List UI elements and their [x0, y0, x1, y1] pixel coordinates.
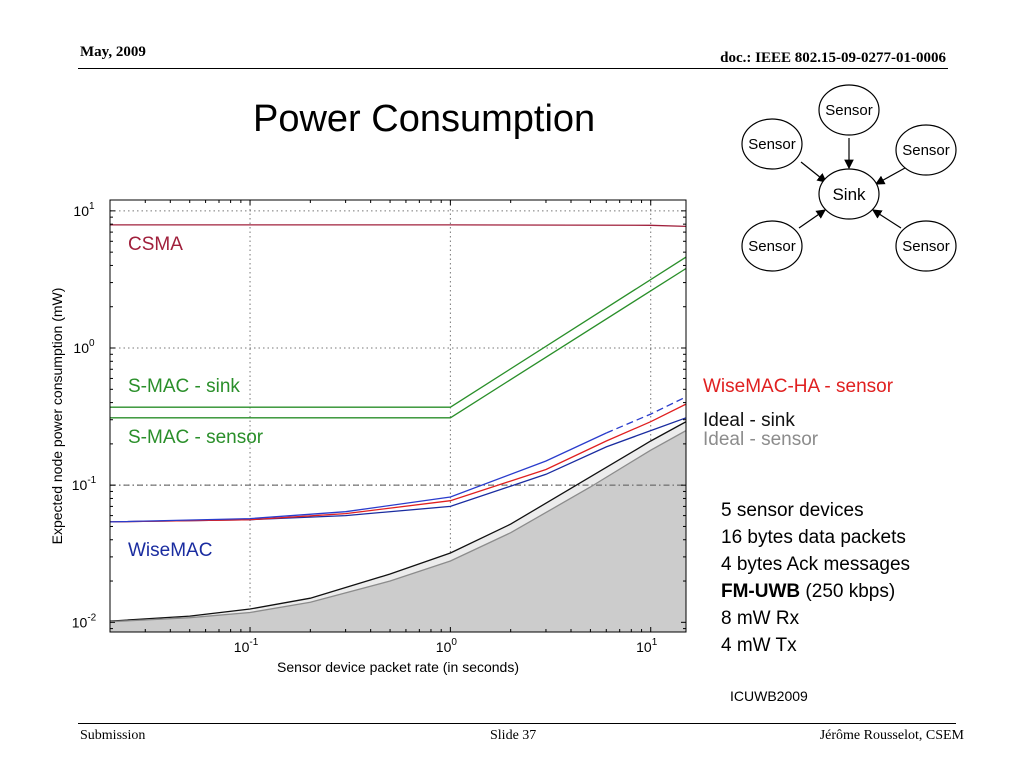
- x-tick-label: 101: [636, 637, 658, 655]
- y-tick-label: 10-2: [72, 612, 97, 630]
- x-tick-exponent: -1: [249, 637, 258, 648]
- series-group: [110, 224, 686, 632]
- x-tick-label: 10-1: [234, 637, 259, 655]
- simulation-parameters: 5 sensor devices 16 bytes data packets 4…: [721, 497, 910, 659]
- param-ack: 4 bytes Ack messages: [721, 554, 911, 575]
- series-line-s-mac-sink: [110, 256, 686, 408]
- param-devices: 5 sensor devices: [721, 500, 864, 521]
- x-axis-label: Sensor device packet rate (in seconds): [277, 659, 519, 675]
- param-rx: 8 mW Rx: [721, 608, 800, 629]
- header-rule: [78, 68, 948, 69]
- header-date: May, 2009: [80, 44, 146, 60]
- footer-author: Jérôme Rousselot, CSEM: [819, 728, 964, 743]
- sensor-node-label: Sensor: [902, 142, 950, 159]
- y-tick-label: 10-1: [72, 475, 97, 493]
- param-radio: FM-UWB (250 kbps): [721, 578, 910, 605]
- series-line-s-mac-sensor: [110, 267, 686, 419]
- param-radio-name: FM-UWB: [721, 581, 801, 602]
- footer-slide-number: Slide 37: [490, 728, 537, 743]
- wisemac-label: WiseMAC: [128, 540, 213, 561]
- y-tick-label: 101: [73, 201, 95, 219]
- ideal-sensor-area: [110, 430, 686, 632]
- y-axis-label: Expected node power consumption (mW): [49, 288, 65, 545]
- series-line-wisemac-ha-sink: [110, 432, 607, 523]
- smac-sensor-label: S-MAC - sensor: [128, 427, 264, 448]
- wisemac-ha-label: WiseMAC-HA - sensor: [703, 376, 894, 397]
- param-data-packets: 16 bytes data packets: [721, 527, 906, 548]
- series-line-wisemac-ha-sink-dashed: [606, 396, 686, 434]
- ideal-sink-label: Ideal - sink: [703, 410, 795, 431]
- sensor-node-label: Sensor: [748, 238, 796, 255]
- param-tx: 4 mW Tx: [721, 635, 797, 656]
- sensor-node-label: Sensor: [902, 238, 950, 255]
- y-tick-label: 100: [73, 338, 95, 356]
- sink-node-label: Sink: [832, 185, 866, 204]
- y-tick-exponent: 0: [89, 338, 95, 349]
- series-line-csma: [110, 224, 686, 228]
- x-tick-exponent: 1: [652, 637, 658, 648]
- sensor-node-label: Sensor: [825, 102, 873, 119]
- series-line-wisemac-ha-sensor: [110, 403, 686, 523]
- slide-title: Power Consumption: [253, 98, 596, 140]
- x-tick-exponent: 0: [451, 637, 457, 648]
- y-tick-exponent: 1: [89, 201, 95, 212]
- smac-sink-label: S-MAC - sink: [128, 376, 240, 397]
- x-tick-label: 100: [436, 637, 458, 655]
- y-tick-exponent: -1: [87, 475, 96, 486]
- ideal-sensor-label: Ideal - sensor: [703, 429, 819, 450]
- param-radio-rate: (250 kbps): [800, 581, 896, 602]
- series-line-ideal-sensor: [110, 430, 686, 623]
- sensor-node-label: Sensor: [748, 136, 796, 153]
- csma-label: CSMA: [128, 234, 183, 255]
- topology-diagram: Sink Sensor Sensor Sensor Sensor Sensor: [741, 84, 957, 272]
- conference-label: ICUWB2009: [730, 688, 808, 704]
- footer-rule: [78, 723, 956, 724]
- footer-submission: Submission: [80, 728, 146, 743]
- plot-frame: [109, 199, 687, 633]
- header-doc-id: doc.: IEEE 802.15-09-0277-01-0006: [720, 50, 946, 66]
- y-tick-exponent: -2: [87, 612, 96, 623]
- series-line-ideal-sink: [110, 421, 686, 622]
